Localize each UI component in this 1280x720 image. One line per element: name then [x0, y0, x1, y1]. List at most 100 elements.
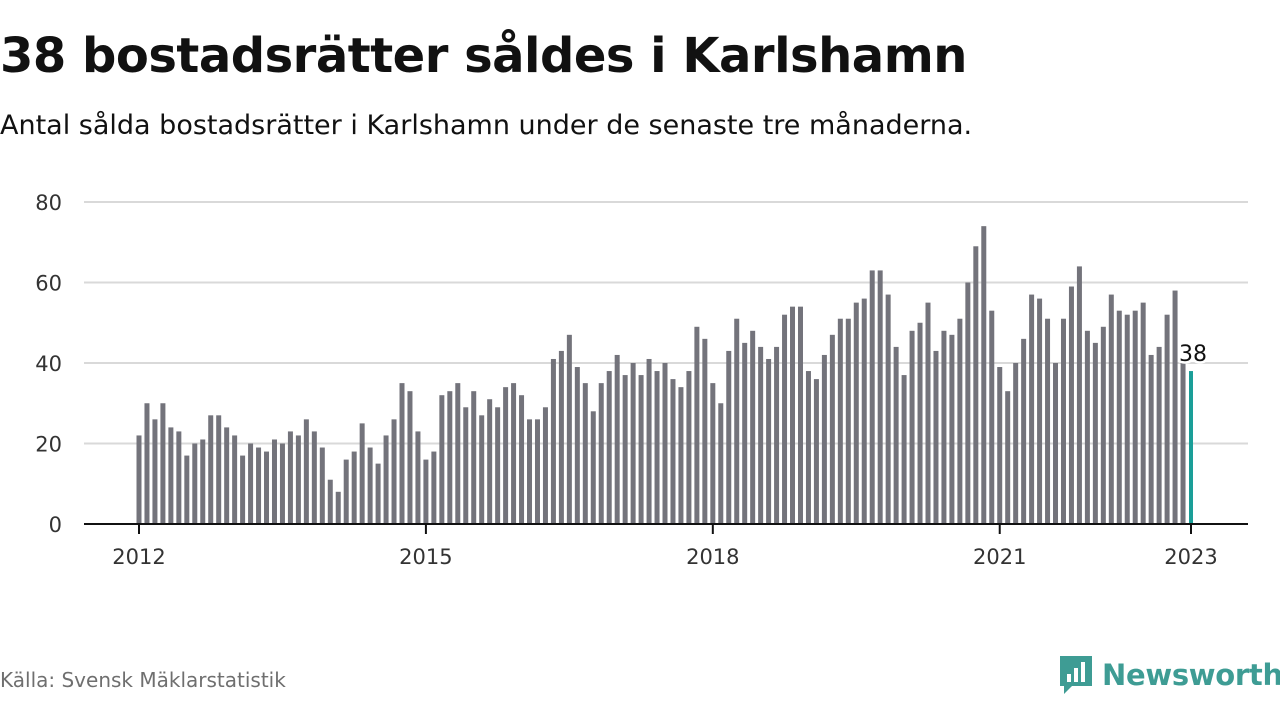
- bar: [383, 435, 389, 524]
- x-tick-label: 2018: [686, 545, 739, 569]
- bar: [758, 346, 764, 524]
- bar: [989, 310, 995, 524]
- bars: [136, 226, 1193, 524]
- bar: [670, 379, 676, 524]
- bar: [271, 439, 277, 524]
- bar: [805, 371, 811, 524]
- bar: [790, 306, 796, 524]
- bar-chart: 0 20 40 60 80 2012 2015 2018 2021 2023 38: [35, 191, 1248, 569]
- x-tick-label: 2012: [112, 545, 165, 569]
- bar: [925, 302, 931, 524]
- x-tick-label: 2021: [973, 545, 1026, 569]
- bar: [782, 314, 788, 524]
- bar: [981, 226, 987, 524]
- bar: [1172, 290, 1178, 524]
- bar: [550, 358, 556, 524]
- bar: [295, 435, 301, 524]
- bar: [216, 415, 222, 524]
- bar: [1156, 346, 1162, 524]
- bar: [184, 455, 190, 524]
- bar: [837, 318, 843, 524]
- bar: [622, 375, 628, 524]
- bar: [949, 334, 955, 524]
- bar: [415, 431, 421, 524]
- bar: [1148, 354, 1154, 524]
- y-tick-label: 60: [35, 272, 62, 296]
- bar: [917, 322, 923, 524]
- bar: [351, 451, 357, 524]
- bar: [264, 451, 270, 524]
- bar: [399, 383, 405, 524]
- bar: [1076, 266, 1082, 524]
- bar: [694, 326, 700, 524]
- bar: [654, 371, 660, 524]
- bar: [638, 375, 644, 524]
- bar: [1132, 310, 1138, 524]
- bar: [973, 246, 979, 524]
- bar: [327, 479, 333, 524]
- bar: [160, 403, 166, 524]
- bar: [662, 363, 668, 524]
- bar: [813, 379, 819, 524]
- bar: [1013, 363, 1019, 524]
- bar: [455, 383, 461, 524]
- bar: [232, 435, 238, 524]
- brand-name: Newsworthy: [1102, 658, 1280, 692]
- bar: [630, 363, 636, 524]
- bar: [590, 411, 596, 524]
- bar: [287, 431, 293, 524]
- bar: [598, 383, 604, 524]
- bar: [965, 282, 971, 524]
- highlight-bar: [1189, 371, 1193, 524]
- bar: [829, 334, 835, 524]
- bar: [487, 399, 493, 524]
- bar: [1100, 326, 1106, 524]
- bar: [1180, 358, 1186, 524]
- bar: [431, 451, 437, 524]
- bar: [845, 318, 851, 524]
- bar: [646, 358, 652, 524]
- bar: [774, 346, 780, 524]
- bar: [869, 270, 875, 524]
- bar: [1029, 294, 1035, 524]
- chart-title: 38 bostadsrätter såldes i Karlshamn: [0, 28, 967, 84]
- bar: [766, 358, 772, 524]
- bar: [877, 270, 883, 524]
- bar: [1060, 318, 1066, 524]
- bar: [256, 447, 262, 524]
- bar: [224, 427, 230, 524]
- bar: [726, 350, 732, 524]
- y-tick-label: 80: [35, 191, 62, 215]
- bar: [1140, 302, 1146, 524]
- bar: [678, 387, 684, 524]
- bar: [1116, 310, 1122, 524]
- bar: [527, 419, 533, 524]
- bar: [200, 439, 206, 524]
- bar: [710, 383, 716, 524]
- bar: [1164, 314, 1170, 524]
- bar: [192, 443, 198, 524]
- bar: [335, 491, 341, 524]
- bar: [861, 298, 867, 524]
- bar: [447, 391, 453, 524]
- brand-logo: Newsworthy: [1058, 652, 1280, 698]
- bar: [168, 427, 174, 524]
- bar: [136, 435, 142, 524]
- bar: [479, 415, 485, 524]
- bar: [279, 443, 285, 524]
- bar: [359, 423, 365, 524]
- bar: [319, 447, 325, 524]
- bar: [1068, 286, 1074, 524]
- bar: [534, 419, 540, 524]
- bar: [248, 443, 254, 524]
- bar: [1092, 342, 1098, 524]
- bar: [614, 354, 620, 524]
- bar: [1045, 318, 1051, 524]
- bar: [542, 407, 548, 524]
- bar: [176, 431, 182, 524]
- bar: [303, 419, 309, 524]
- newsworthy-chart-bubble-icon: [1060, 656, 1092, 694]
- bar: [391, 419, 397, 524]
- bar: [519, 395, 525, 524]
- bar: [1005, 391, 1011, 524]
